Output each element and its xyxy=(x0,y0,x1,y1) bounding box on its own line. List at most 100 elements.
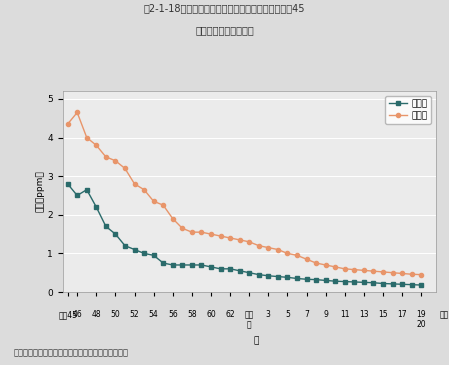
一般局 xyxy=(237,269,242,273)
自排局 xyxy=(132,182,137,186)
一般局 xyxy=(218,267,223,271)
Text: 52: 52 xyxy=(130,310,139,319)
自排局 xyxy=(333,265,338,269)
Text: 年度: 年度 xyxy=(439,310,449,319)
Text: 60: 60 xyxy=(206,310,216,319)
自排局 xyxy=(93,143,99,147)
一般局 xyxy=(160,261,166,265)
一般局 xyxy=(371,281,376,285)
自排局 xyxy=(189,230,194,234)
自排局 xyxy=(275,247,281,252)
一般局 xyxy=(409,283,414,287)
一般局 xyxy=(285,275,290,280)
自排局 xyxy=(208,232,214,236)
Text: 11: 11 xyxy=(340,310,349,319)
自排局 xyxy=(218,234,223,238)
Text: 3: 3 xyxy=(266,310,271,319)
自排局 xyxy=(141,188,147,192)
一般局 xyxy=(227,267,233,271)
自排局 xyxy=(122,166,128,171)
一般局 xyxy=(141,251,147,255)
一般局 xyxy=(352,280,357,284)
Text: 15: 15 xyxy=(378,310,388,319)
自排局 xyxy=(75,110,80,115)
自排局 xyxy=(304,257,309,261)
自排局 xyxy=(199,230,204,234)
Line: 自排局: 自排局 xyxy=(66,110,423,277)
Text: 年度～平成２０年度）: 年度～平成２０年度） xyxy=(195,26,254,35)
Text: 54: 54 xyxy=(149,310,158,319)
自排局 xyxy=(352,268,357,272)
Y-axis label: 濃度（ppm）: 濃度（ppm） xyxy=(35,171,44,212)
自排局 xyxy=(294,253,299,258)
Text: 50: 50 xyxy=(110,310,120,319)
一般局 xyxy=(103,224,109,228)
一般局 xyxy=(294,276,299,281)
Text: 56: 56 xyxy=(168,310,178,319)
一般局 xyxy=(132,247,137,252)
一般局 xyxy=(400,282,405,287)
Legend: 一般局, 自排局: 一般局, 自排局 xyxy=(385,96,431,124)
Text: 5: 5 xyxy=(285,310,290,319)
Text: 19
20: 19 20 xyxy=(416,310,426,330)
Text: 48: 48 xyxy=(92,310,101,319)
自排局 xyxy=(151,199,156,203)
自排局 xyxy=(227,236,233,240)
自排局 xyxy=(285,251,290,255)
一般局 xyxy=(75,193,80,198)
自排局 xyxy=(342,267,348,271)
一般局 xyxy=(380,281,386,286)
一般局 xyxy=(390,282,395,286)
自排局 xyxy=(361,268,366,273)
一般局 xyxy=(323,278,328,283)
一般局 xyxy=(151,253,156,258)
一般局 xyxy=(199,263,204,267)
一般局 xyxy=(170,263,176,267)
一般局 xyxy=(65,182,70,186)
一般局 xyxy=(93,205,99,209)
自排局 xyxy=(247,239,252,244)
自排局 xyxy=(323,263,328,267)
Text: 62: 62 xyxy=(225,310,235,319)
Text: 58: 58 xyxy=(187,310,197,319)
自排局 xyxy=(400,271,405,276)
一般局 xyxy=(189,263,194,267)
自排局 xyxy=(113,158,118,163)
一般局 xyxy=(313,277,319,282)
一般局 xyxy=(361,280,366,285)
Text: 13: 13 xyxy=(359,310,369,319)
Text: 7: 7 xyxy=(304,310,309,319)
一般局 xyxy=(84,188,89,192)
一般局 xyxy=(122,243,128,248)
一般局 xyxy=(266,274,271,278)
一般局 xyxy=(333,279,338,283)
Text: 図2-1-18　一酸化炭素濃度の年平均値の推移（昭和45: 図2-1-18 一酸化炭素濃度の年平均値の推移（昭和45 xyxy=(144,4,305,14)
自排局 xyxy=(237,238,242,242)
自排局 xyxy=(65,122,70,126)
Text: 17: 17 xyxy=(397,310,407,319)
Text: 9: 9 xyxy=(323,310,328,319)
自排局 xyxy=(256,243,261,248)
自排局 xyxy=(103,155,109,159)
一般局 xyxy=(247,270,252,275)
一般局 xyxy=(180,263,185,267)
自排局 xyxy=(380,270,386,274)
自排局 xyxy=(390,270,395,275)
一般局 xyxy=(304,277,309,281)
自排局 xyxy=(160,203,166,207)
自排局 xyxy=(409,272,414,276)
一般局 xyxy=(256,272,261,277)
Line: 一般局: 一般局 xyxy=(66,182,423,287)
自排局 xyxy=(180,226,185,230)
自排局 xyxy=(170,216,176,221)
一般局 xyxy=(208,265,214,269)
一般局 xyxy=(418,283,424,287)
自排局 xyxy=(266,245,271,250)
Text: 46: 46 xyxy=(72,310,82,319)
自排局 xyxy=(313,261,319,265)
自排局 xyxy=(84,135,89,140)
自排局 xyxy=(371,269,376,273)
一般局 xyxy=(342,279,348,284)
Text: 資料：環境省「平成２０年度大気汚染状況報告書」: 資料：環境省「平成２０年度大気汚染状況報告書」 xyxy=(13,349,128,358)
一般局 xyxy=(275,274,281,279)
